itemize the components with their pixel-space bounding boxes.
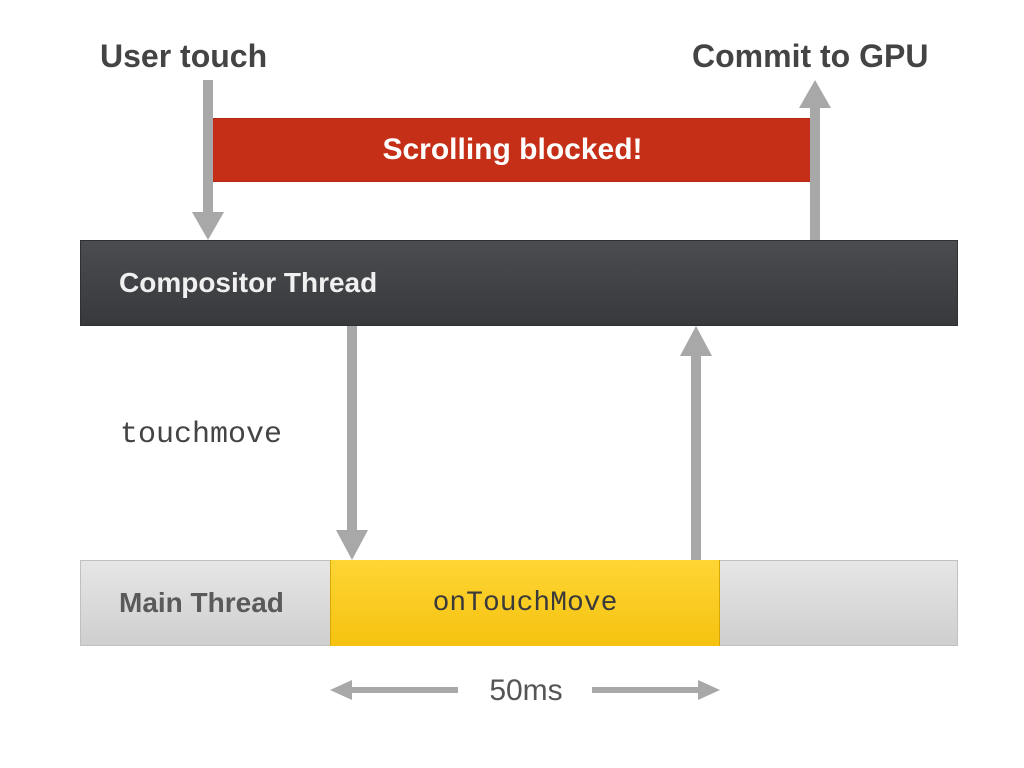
compositor-thread-label: Compositor Thread: [119, 267, 377, 299]
label-user-touch: User touch: [100, 38, 267, 75]
arrow-to-main-down: [332, 326, 372, 560]
arrow-to-compositor-up: [676, 326, 716, 560]
bar-compositor-thread: Compositor Thread: [80, 240, 958, 326]
label-touchmove: touchmove: [120, 418, 282, 452]
arrow-user-touch-down: [188, 80, 228, 240]
banner-scrolling-blocked: Scrolling blocked!: [210, 118, 815, 182]
handler-on-touch-move: onTouchMove: [330, 560, 720, 646]
diagram-stage: User touch Commit to GPU Scrolling block…: [0, 0, 1024, 768]
banner-text: Scrolling blocked!: [382, 133, 642, 167]
arrow-commit-gpu-up: [795, 80, 835, 240]
label-timing: 50ms: [478, 674, 574, 708]
handler-label: onTouchMove: [433, 588, 618, 619]
label-commit-gpu: Commit to GPU: [692, 38, 928, 75]
